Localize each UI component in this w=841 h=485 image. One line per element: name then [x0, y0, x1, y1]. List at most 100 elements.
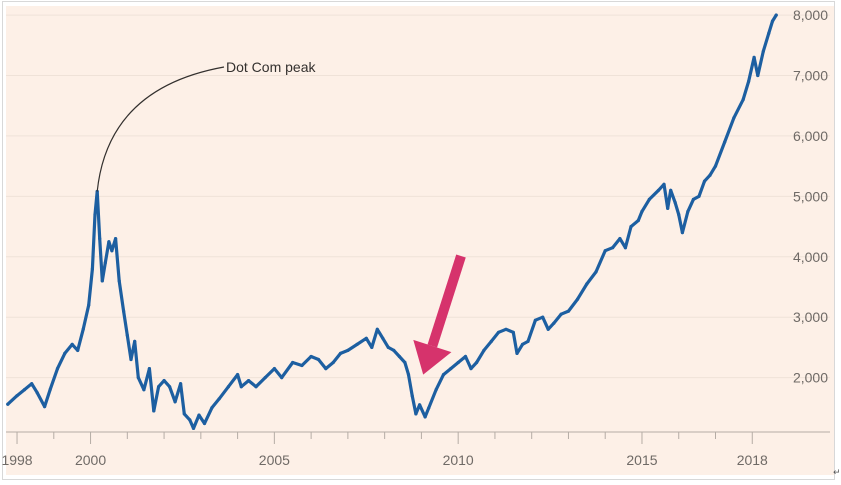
data-point	[309, 354, 313, 359]
data-point	[434, 388, 438, 392]
y-tick-label: 8,000	[793, 7, 828, 23]
data-point	[346, 348, 350, 352]
data-point	[520, 342, 525, 346]
data-point	[713, 164, 718, 168]
data-point	[191, 426, 196, 430]
data-point	[90, 267, 94, 271]
plot-background	[6, 6, 834, 475]
data-point	[594, 270, 598, 274]
data-point	[100, 279, 104, 283]
x-tick-label: 2010	[443, 452, 474, 468]
data-point	[702, 179, 707, 183]
data-point	[182, 412, 186, 416]
data-point	[463, 354, 468, 359]
corner-return-mark: ↵	[833, 468, 841, 478]
data-point	[482, 348, 486, 352]
data-point	[272, 367, 276, 371]
data-point	[691, 197, 696, 201]
x-tick-label: 2000	[75, 452, 106, 468]
data-point	[414, 412, 418, 416]
data-point	[210, 406, 214, 410]
data-point	[98, 237, 102, 241]
data-point	[386, 345, 390, 349]
data-point	[364, 336, 368, 340]
data-point	[623, 246, 628, 250]
data-point	[217, 397, 221, 401]
data-point	[55, 367, 60, 371]
data-point	[188, 418, 192, 422]
data-point	[449, 367, 453, 371]
data-point	[63, 351, 67, 355]
data-point	[247, 379, 251, 383]
data-point	[147, 367, 151, 371]
data-point	[669, 188, 673, 192]
y-tick-label: 6,000	[793, 128, 828, 144]
data-point	[316, 357, 321, 362]
data-point	[107, 240, 111, 244]
data-point	[566, 309, 571, 313]
data-point	[489, 339, 493, 343]
data-point	[756, 73, 760, 78]
axes: 1998 2000 2005 2010 2015 2018 2,000 3,000 4,000 5…	[1, 7, 830, 468]
x-tick-label: 2018	[737, 452, 768, 468]
x-tick-label: 2005	[259, 452, 290, 468]
data-point	[767, 31, 771, 35]
data-point	[152, 409, 156, 413]
data-point	[324, 367, 328, 371]
data-point	[515, 351, 519, 355]
data-point	[355, 342, 359, 346]
data-point	[179, 382, 183, 386]
data-point	[114, 237, 118, 241]
data-point	[552, 321, 556, 325]
data-point	[239, 385, 243, 389]
data-point	[370, 345, 374, 349]
data-point	[93, 212, 97, 217]
data-point	[81, 327, 85, 331]
data-point	[22, 388, 26, 392]
data-point	[76, 348, 80, 352]
data-point	[122, 309, 126, 313]
data-point	[511, 330, 515, 334]
data-point	[406, 373, 411, 377]
data-point	[43, 405, 47, 409]
y-tick-label: 7,000	[793, 67, 828, 83]
y-tick-label: 2,000	[793, 370, 828, 386]
y-tick-label: 5,000	[793, 188, 828, 204]
data-point	[15, 394, 19, 398]
x-tick-label: 2015	[626, 452, 657, 468]
data-point	[662, 182, 666, 186]
data-point	[741, 98, 745, 102]
data-point	[504, 327, 508, 331]
data-point	[35, 391, 39, 395]
data-point	[647, 197, 651, 201]
data-point	[697, 194, 701, 198]
y-tick-label: 4,000	[793, 249, 828, 265]
data-point	[129, 357, 133, 362]
data-point	[603, 249, 607, 253]
data-point	[254, 385, 258, 389]
data-point	[774, 13, 778, 17]
data-point	[747, 79, 751, 84]
data-point	[761, 49, 765, 53]
data-point	[618, 237, 622, 241]
data-point	[441, 373, 446, 377]
data-point	[770, 19, 775, 23]
dot-com-leader-line	[96, 66, 225, 192]
data-point	[677, 212, 681, 217]
data-point	[559, 312, 563, 316]
data-point	[103, 261, 107, 265]
data-point	[70, 342, 74, 346]
data-point	[202, 421, 207, 426]
y-tick-label: 3,000	[793, 309, 828, 325]
data-point	[673, 200, 677, 204]
data-point	[125, 333, 129, 337]
data-point	[300, 363, 304, 368]
data-point	[680, 231, 685, 235]
data-point	[381, 336, 385, 340]
data-point	[423, 415, 427, 419]
data-point	[280, 376, 284, 380]
data-point	[331, 360, 335, 365]
data-point	[403, 360, 407, 365]
data-point	[397, 354, 401, 359]
data-point	[611, 246, 615, 250]
